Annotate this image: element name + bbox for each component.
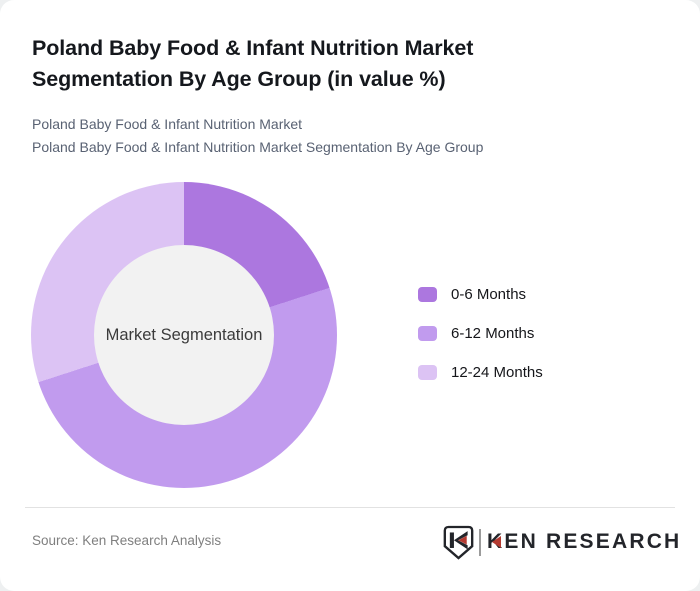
legend-label: 12-24 Months — [451, 363, 543, 381]
legend-item-6-12-months[interactable]: 6-12 Months — [418, 324, 543, 342]
chart-legend: 0-6 Months 6-12 Months 12-24 Months — [418, 286, 543, 403]
legend-item-0-6-months[interactable]: 0-6 Months — [418, 285, 543, 303]
logo-separator — [479, 528, 481, 556]
chart-subtitle: Poland Baby Food & Infant Nutrition Mark… — [32, 113, 483, 158]
subtitle-line-2: Poland Baby Food & Infant Nutrition Mark… — [32, 138, 484, 155]
page-title: Poland Baby Food & Infant Nutrition Mark… — [32, 36, 474, 91]
ken-research-badge-icon — [443, 525, 474, 560]
logo-wordmark: KEN RESEARCH — [487, 529, 681, 555]
donut-center-label: Market Segmentation — [105, 325, 263, 344]
donut-chart: Market Segmentation — [31, 182, 337, 488]
legend-item-12-24-months[interactable]: 12-24 Months — [418, 363, 543, 381]
ken-research-logo: KEN RESEARCH — [443, 524, 681, 560]
legend-label: 6-12 Months — [451, 324, 535, 342]
footer-divider — [25, 507, 675, 508]
source-note: Source: Ken Research Analysis — [32, 533, 222, 548]
legend-swatch-icon — [418, 325, 437, 341]
legend-swatch-icon — [418, 364, 437, 380]
legend-label: 0-6 Months — [451, 285, 527, 303]
logo-red-triangle-icon — [492, 536, 501, 548]
logo-text: KEN RESEARCH — [487, 530, 682, 553]
subtitle-line-1: Poland Baby Food & Infant Nutrition Mark… — [32, 116, 303, 132]
donut-hole: Market Segmentation — [94, 245, 274, 425]
legend-swatch-icon — [418, 286, 437, 302]
